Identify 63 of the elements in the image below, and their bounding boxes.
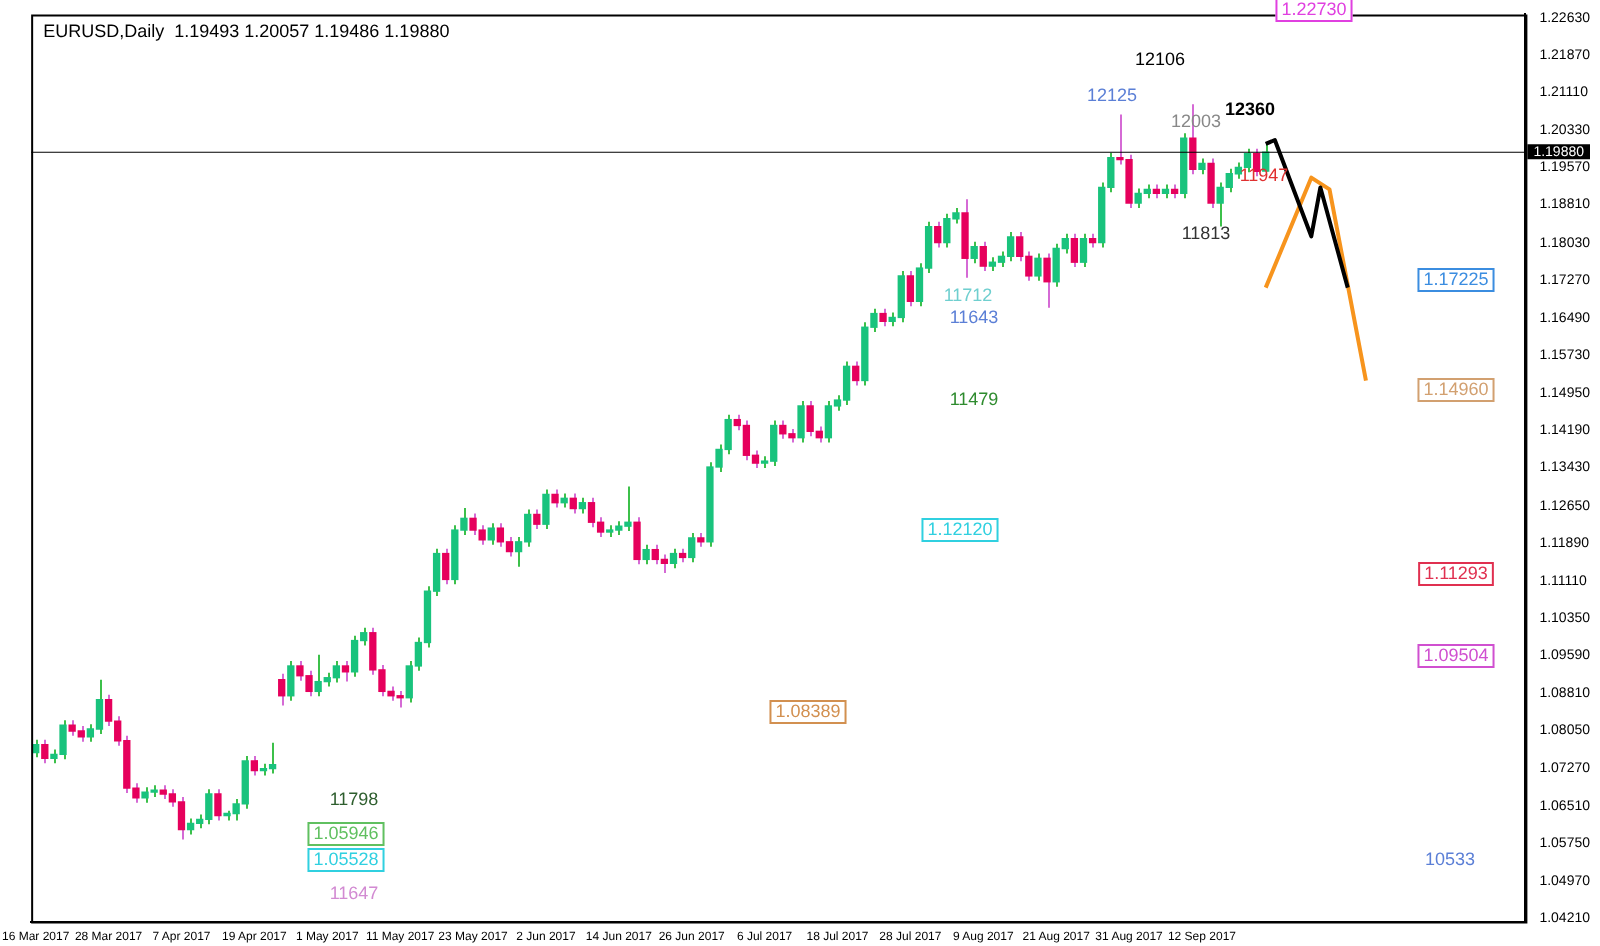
candlestick — [278, 672, 286, 707]
annotation: 11813 — [1181, 222, 1231, 243]
annotation: 11479 — [949, 388, 999, 409]
candlestick — [214, 788, 222, 822]
candlestick — [1043, 252, 1051, 309]
candlestick — [1207, 157, 1215, 209]
annotation: 1.11293 — [1424, 562, 1488, 583]
candlestick — [496, 522, 505, 548]
candlestick — [341, 660, 350, 683]
annotation: 11712 — [943, 284, 993, 305]
candlestick — [332, 660, 341, 684]
candlestick — [1034, 252, 1042, 282]
candlestick — [979, 240, 987, 273]
candlestick — [970, 240, 978, 265]
annotation: 10533 — [1424, 848, 1476, 869]
annotation: 1.05946 — [313, 822, 379, 843]
annotation: 11647 — [329, 882, 379, 903]
candlestick — [797, 400, 805, 444]
candlestick — [633, 516, 641, 566]
candlestick — [934, 220, 942, 249]
candlestick — [505, 535, 514, 558]
candlestick — [287, 660, 295, 702]
candlestick — [487, 522, 495, 546]
annotation: 12106 — [1134, 48, 1186, 69]
annotation: 11947 — [1239, 164, 1289, 185]
candlestick — [95, 678, 104, 735]
annotation: 11643 — [949, 306, 999, 327]
candlestick — [897, 270, 905, 324]
candlestick — [1079, 232, 1088, 269]
candlestick — [569, 492, 577, 515]
annotation: 1.22730 — [1281, 0, 1347, 19]
annotation: 1.09504 — [1423, 644, 1489, 665]
annotation: 1.08389 — [775, 700, 841, 721]
candlestick — [842, 360, 851, 406]
candlestick — [642, 543, 650, 566]
text: EURUSD,Daily 1.19493 1.20057 1.19486 1.19880 — [43, 21, 450, 42]
candlestick — [1006, 230, 1015, 263]
candlestick — [824, 400, 833, 444]
candlestick — [41, 738, 49, 765]
candlestick — [551, 488, 559, 509]
candlestick — [587, 496, 596, 529]
annotation: 12360 — [1224, 98, 1276, 119]
candlestick — [533, 508, 541, 531]
candlestick — [442, 547, 450, 586]
candlestick — [660, 553, 669, 575]
candlestick — [268, 741, 277, 775]
candlestick — [852, 360, 860, 387]
candlestick — [961, 198, 969, 279]
candlestick — [906, 270, 915, 308]
candlestick — [250, 754, 259, 777]
candlestick — [669, 547, 678, 570]
candlestick — [742, 419, 751, 462]
annotation: 11798 — [329, 788, 379, 809]
candlestick — [688, 532, 696, 564]
annotation: 1.17225 — [1423, 268, 1489, 289]
candlestick — [350, 634, 359, 678]
annotation: 1.12120 — [927, 518, 993, 539]
annotation: 12125 — [1086, 84, 1138, 105]
candlestick — [177, 795, 186, 841]
candlestick — [542, 488, 550, 531]
candlestick — [1070, 232, 1079, 269]
annotation: 1.05528 — [313, 848, 379, 869]
annotation: 1.14960 — [1423, 378, 1489, 399]
